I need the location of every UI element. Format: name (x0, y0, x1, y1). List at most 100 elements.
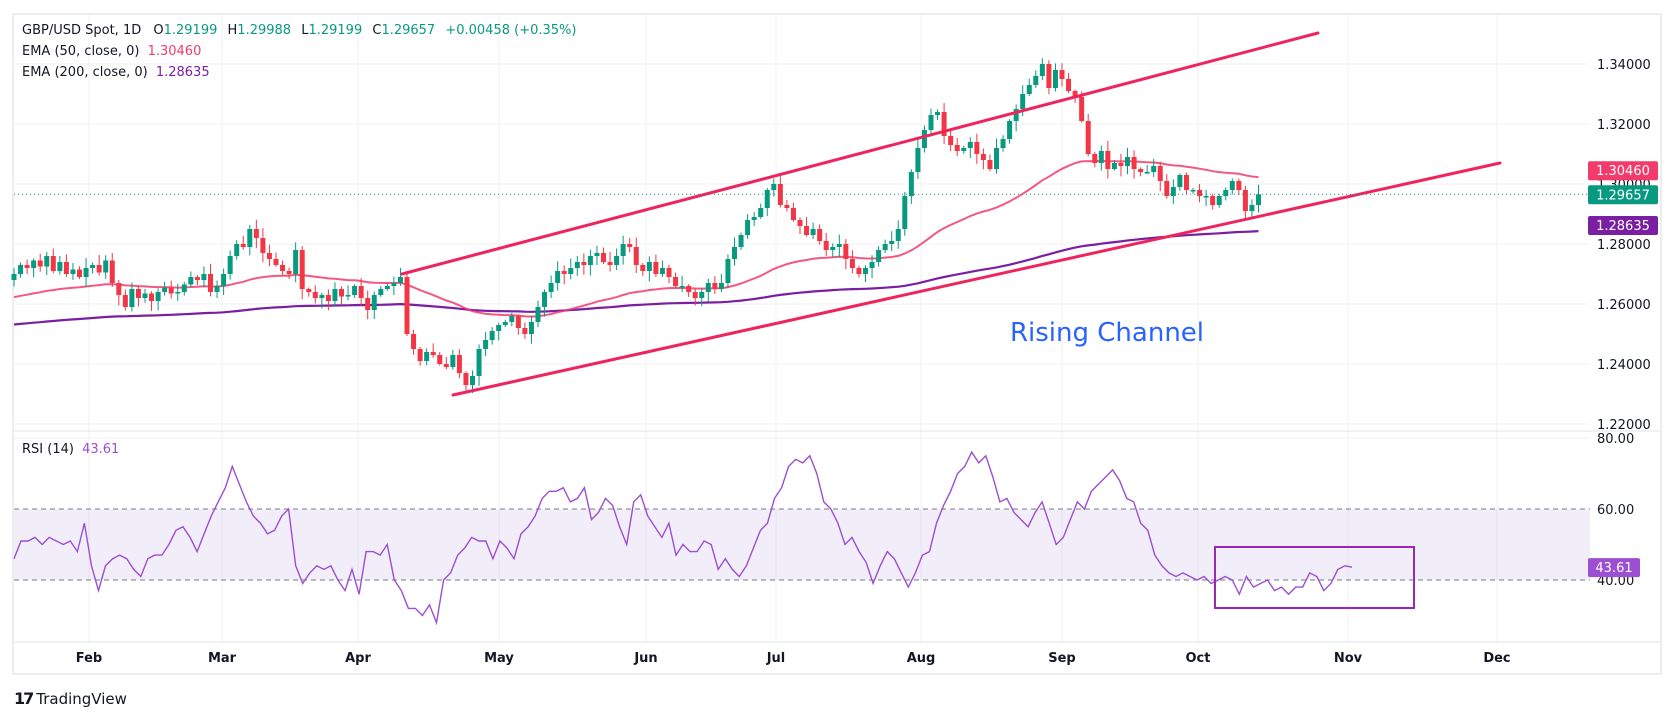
candle-body (430, 352, 436, 355)
candle-body (1190, 190, 1196, 192)
candle-body (339, 289, 344, 297)
symbol-title: GBP/USD Spot, 1D (22, 23, 142, 38)
candle-body (1092, 154, 1098, 163)
candle-body (227, 256, 233, 274)
candle-body (168, 287, 174, 294)
channel-upper-line[interactable] (400, 31, 1320, 276)
rsi-value: 43.61 (82, 442, 120, 457)
candle-body (378, 289, 384, 295)
tradingview-brand[interactable]: 17 TradingView (14, 689, 127, 708)
x-tick-label: Feb (76, 651, 102, 666)
candle-body (1098, 151, 1104, 163)
candle-body (489, 331, 495, 340)
candle-body (745, 220, 751, 235)
candle-body (456, 355, 462, 373)
candle-body (1256, 194, 1261, 205)
candle-body (1066, 79, 1072, 91)
candle-body (548, 283, 554, 292)
rsi-label: RSI (14) (22, 442, 74, 457)
candle-body (941, 112, 947, 136)
ema200-legend[interactable]: EMA (200, close, 0) 1.28635 (22, 65, 210, 80)
candle-body (109, 260, 115, 283)
candle-body (1157, 166, 1163, 181)
candle-body (253, 229, 259, 238)
candle-body (594, 253, 600, 256)
candle-body (450, 355, 456, 367)
candle-body (804, 226, 810, 235)
ema50-legend[interactable]: EMA (50, close, 0) 1.30460 (22, 44, 201, 59)
candle-body (365, 298, 371, 310)
candle-body (332, 289, 338, 301)
candle-body (201, 274, 207, 280)
candle-body (1111, 163, 1117, 169)
candle-body (633, 247, 639, 265)
close-label: C (372, 23, 382, 38)
candle-body (561, 271, 567, 274)
candle-body (1000, 139, 1006, 148)
candle-body (961, 148, 967, 151)
candle-body (1223, 190, 1229, 196)
candle-body (515, 316, 521, 328)
candle-body (299, 250, 305, 289)
channel-lower-line[interactable] (451, 161, 1502, 397)
x-tick-label: Aug (907, 651, 936, 666)
candle-body (784, 205, 790, 208)
candle-body (352, 286, 358, 295)
x-tick-label: Mar (208, 651, 237, 666)
rsi-tag (1588, 558, 1640, 578)
candle-body (194, 277, 200, 280)
candle-body (876, 250, 882, 262)
candle-body (325, 295, 331, 301)
candle-body (234, 244, 240, 256)
candle-body (1039, 64, 1045, 76)
candle-body (1105, 151, 1111, 169)
candle-body (843, 244, 849, 259)
candle-body (1216, 196, 1222, 205)
candle-body (404, 277, 410, 334)
candle-body (758, 208, 764, 217)
candle-body (37, 260, 43, 267)
candle-body (155, 292, 161, 301)
candle-body (627, 244, 633, 247)
candle-body (31, 260, 37, 268)
candle-body (620, 244, 626, 256)
candle-body (181, 284, 187, 292)
candle-body (345, 295, 351, 297)
y-tick-label: 1.26000 (1597, 298, 1651, 313)
ema200-line (13, 230, 1259, 326)
candle-body (162, 287, 168, 292)
candle-body (869, 262, 875, 268)
candle-body (889, 241, 895, 244)
ema50-value: 1.30460 (147, 44, 202, 59)
candle-body (948, 136, 954, 145)
candle-body (260, 238, 266, 253)
candle-body (653, 262, 659, 274)
candle-body (980, 154, 986, 160)
candle-body (502, 322, 508, 325)
candle-body (902, 196, 908, 229)
candle-body (1249, 205, 1255, 211)
candle-body (640, 265, 646, 271)
candle-body (601, 253, 606, 262)
candle-body (1007, 121, 1013, 139)
y-tick-label: 1.34000 (1597, 58, 1651, 73)
candle-body (1125, 157, 1130, 166)
candle-body (522, 328, 528, 334)
rsi-legend[interactable]: RSI (14) 43.61 (22, 442, 119, 457)
candle-body (286, 271, 292, 274)
candle-body (542, 292, 548, 307)
ema50-label: EMA (50, close, 0) (22, 44, 140, 59)
price-tag-label: 1.28635 (1596, 219, 1650, 234)
candle-body (1177, 175, 1183, 187)
candle-body (50, 256, 56, 271)
rising-channel-annotation[interactable]: Rising Channel (1010, 318, 1204, 348)
candle-body (928, 115, 934, 130)
candle-body (1052, 70, 1058, 88)
candle-body (411, 334, 417, 349)
rsi-tick-label: 40.00 (1597, 574, 1634, 589)
x-tick-label: Jun (633, 651, 657, 666)
rsi-highlight-box[interactable] (1214, 546, 1415, 609)
candle-body (836, 244, 842, 247)
candle-body (70, 269, 76, 274)
